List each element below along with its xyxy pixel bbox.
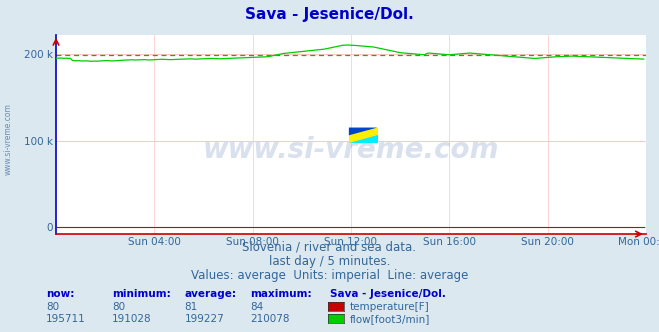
Text: 81: 81 <box>185 302 198 312</box>
Polygon shape <box>349 127 378 135</box>
Text: 84: 84 <box>250 302 264 312</box>
Text: 191028: 191028 <box>112 314 152 324</box>
Text: 195711: 195711 <box>46 314 86 324</box>
Text: 80: 80 <box>46 302 59 312</box>
Text: www.si-vreme.com: www.si-vreme.com <box>3 104 13 175</box>
Text: flow[foot3/min]: flow[foot3/min] <box>349 314 430 324</box>
Text: maximum:: maximum: <box>250 289 312 299</box>
Polygon shape <box>349 135 378 143</box>
Text: Sava - Jesenice/Dol.: Sava - Jesenice/Dol. <box>330 289 445 299</box>
FancyBboxPatch shape <box>349 127 378 143</box>
Text: last day / 5 minutes.: last day / 5 minutes. <box>269 255 390 268</box>
Text: temperature[F]: temperature[F] <box>349 302 429 312</box>
Text: 210078: 210078 <box>250 314 290 324</box>
Text: www.si-vreme.com: www.si-vreme.com <box>203 136 499 164</box>
Text: average:: average: <box>185 289 237 299</box>
Text: Slovenia / river and sea data.: Slovenia / river and sea data. <box>243 241 416 254</box>
Text: Sava - Jesenice/Dol.: Sava - Jesenice/Dol. <box>245 7 414 23</box>
Text: minimum:: minimum: <box>112 289 171 299</box>
Text: now:: now: <box>46 289 74 299</box>
Text: 199227: 199227 <box>185 314 224 324</box>
Text: Values: average  Units: imperial  Line: average: Values: average Units: imperial Line: av… <box>191 269 468 282</box>
Text: 80: 80 <box>112 302 125 312</box>
